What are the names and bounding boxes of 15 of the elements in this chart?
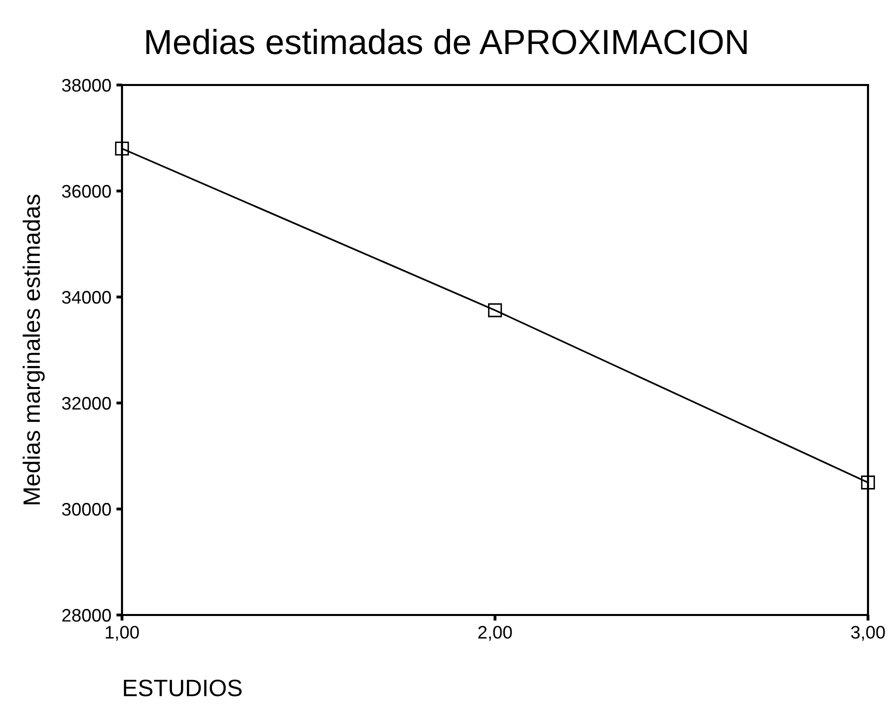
x-tick-label: 2,00 [478,626,512,641]
x-tick-label: 3,00 [851,626,885,641]
point [115,142,129,156]
y-tick-label: 34000 [62,290,111,304]
point [861,476,875,490]
x-tick-label: 1,00 [106,626,139,641]
y-axis-title: Medias marginales estimadas [22,194,45,504]
point [488,303,502,318]
y-tick-label: 36000 [62,184,111,198]
y-tick-label: 38000 [62,78,111,92]
y-tick-label: 28000 [62,608,111,622]
chart-title: Medias estimadas de APROXIMACION [146,28,747,54]
y-tick-label: 32000 [62,396,111,410]
y-tick-label: 30000 [62,502,111,516]
x-axis-title: ESTUDIOS [124,680,242,696]
